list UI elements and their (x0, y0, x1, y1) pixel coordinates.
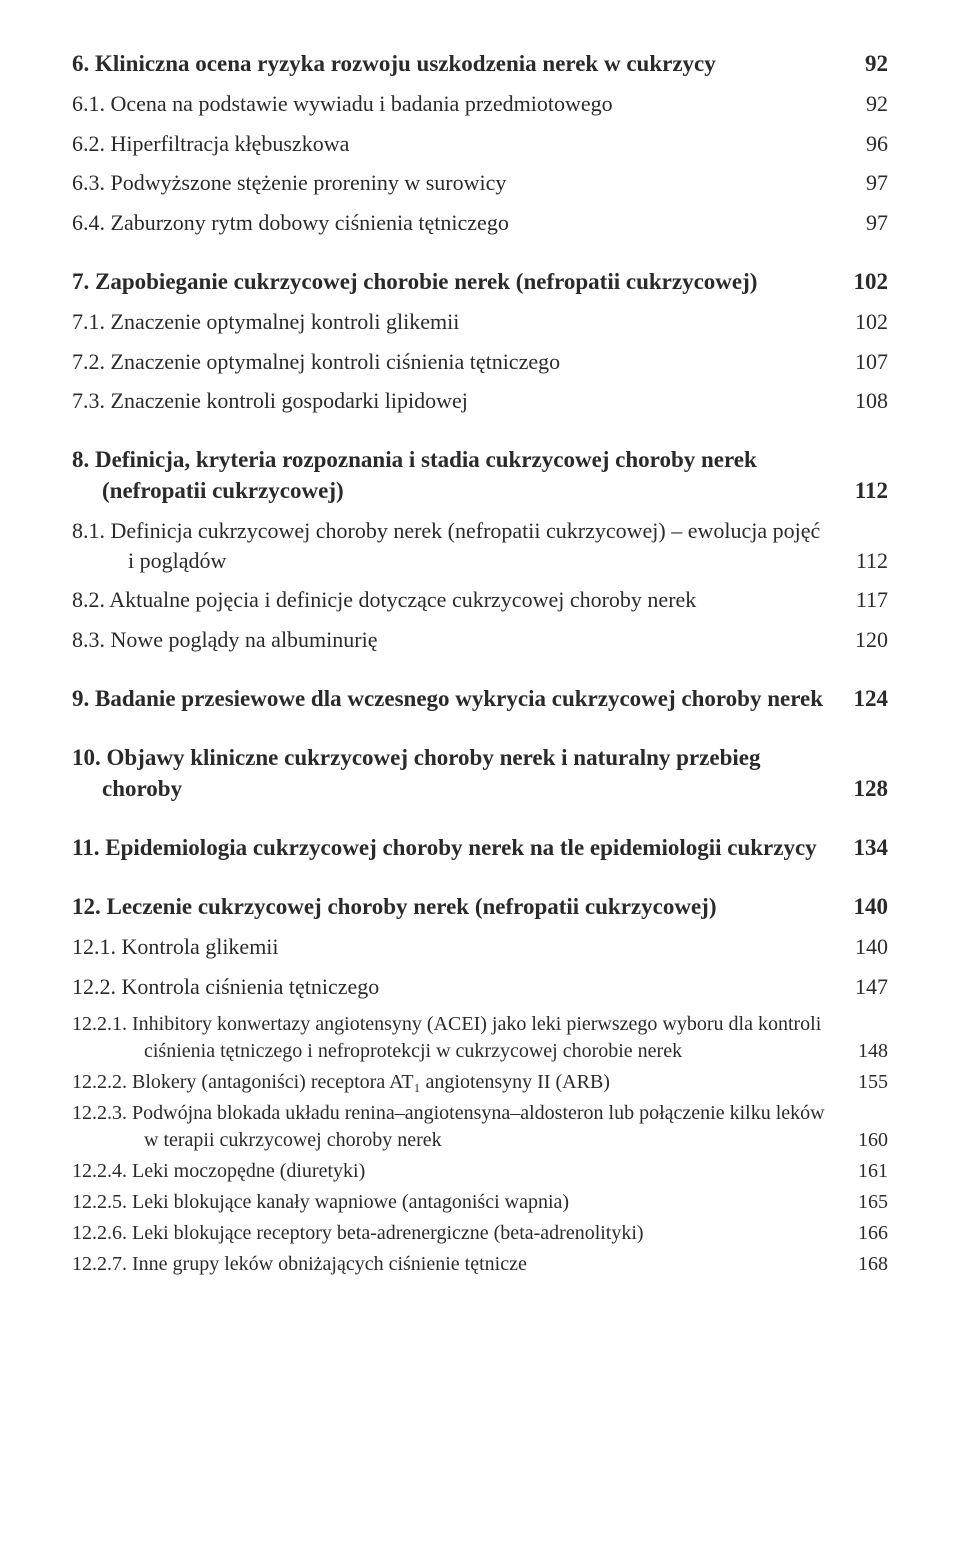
toc-entry-title: 6.1. Ocena na podstawie wywiadu i badani… (72, 89, 848, 119)
toc-entry: 6.2. Hiperfiltracja kłębuszkowa96 (72, 129, 888, 159)
toc-entry: 6.4. Zaburzony rytm dobowy ciśnienia tęt… (72, 208, 888, 238)
toc-entry-page: 97 (848, 208, 888, 238)
toc-entry: 12.2.2. Blokery (antagoniści) receptora … (72, 1069, 888, 1096)
toc-entry-title: 12.2.1. Inhibitory konwertazy angiotensy… (72, 1011, 848, 1065)
toc-entry-title: 7.1. Znaczenie optymalnej kontroli glike… (72, 307, 848, 337)
toc-entry: 8.1. Definicja cukrzycowej choroby nerek… (72, 516, 888, 575)
toc-entry-title: 9. Badanie przesiewowe dla wczesnego wyk… (72, 683, 848, 714)
toc-entry-page: 140 (848, 932, 888, 962)
toc-entry-title: 12.2.5. Leki blokujące kanały wapniowe (… (72, 1189, 848, 1216)
toc-entry: 6. Kliniczna ocena ryzyka rozwoju uszkod… (72, 48, 888, 79)
toc-entry: 6.1. Ocena na podstawie wywiadu i badani… (72, 89, 888, 119)
toc-entry-title: 7.3. Znaczenie kontroli gospodarki lipid… (72, 386, 848, 416)
toc-entry-title: 12.2.4. Leki moczopędne (diuretyki) (72, 1158, 848, 1185)
toc-entry-title: 10. Objawy kliniczne cukrzycowej choroby… (72, 742, 848, 804)
toc-entry: 12.2.7. Inne grupy leków obniżających ci… (72, 1251, 888, 1278)
toc-entry-page: 102 (848, 307, 888, 337)
toc-entry-page: 161 (848, 1158, 888, 1185)
toc-entry: 12.2.4. Leki moczopędne (diuretyki)161 (72, 1158, 888, 1185)
toc-entry-page: 96 (848, 129, 888, 159)
toc-entry-title: 12.2.6. Leki blokujące receptory beta-ad… (72, 1220, 848, 1247)
table-of-contents: 6. Kliniczna ocena ryzyka rozwoju uszkod… (72, 48, 888, 1278)
toc-entry: 12.2.6. Leki blokujące receptory beta-ad… (72, 1220, 888, 1247)
toc-entry-title: 6. Kliniczna ocena ryzyka rozwoju uszkod… (72, 48, 848, 79)
toc-entry: 6.3. Podwyższone stężenie proreniny w su… (72, 168, 888, 198)
toc-entry-title: 7.2. Znaczenie optymalnej kontroli ciśni… (72, 347, 848, 377)
toc-entry-title: 8. Definicja, kryteria rozpoznania i sta… (72, 444, 848, 506)
toc-entry: 12.2.3. Podwójna blokada układu renina–a… (72, 1100, 888, 1154)
toc-entry-page: 112 (848, 546, 888, 576)
toc-entry-page: 128 (848, 773, 888, 804)
toc-entry: 12.2. Kontrola ciśnienia tętniczego147 (72, 972, 888, 1002)
toc-entry-page: 148 (848, 1038, 888, 1065)
toc-entry: 11. Epidemiologia cukrzycowej choroby ne… (72, 832, 888, 863)
toc-entry: 12.2.1. Inhibitory konwertazy angiotensy… (72, 1011, 888, 1065)
toc-entry-page: 140 (848, 891, 888, 922)
toc-entry-page: 160 (848, 1127, 888, 1154)
toc-entry-page: 134 (848, 832, 888, 863)
toc-entry-title: 6.4. Zaburzony rytm dobowy ciśnienia tęt… (72, 208, 848, 238)
toc-entry-title: 8.1. Definicja cukrzycowej choroby nerek… (72, 516, 848, 575)
toc-entry-title: 7. Zapobieganie cukrzycowej chorobie ner… (72, 266, 848, 297)
toc-entry-title: 6.2. Hiperfiltracja kłębuszkowa (72, 129, 848, 159)
toc-entry-title: 12.2.3. Podwójna blokada układu renina–a… (72, 1100, 848, 1154)
toc-entry: 12.1. Kontrola glikemii140 (72, 932, 888, 962)
toc-entry-page: 112 (848, 475, 888, 506)
toc-entry-title: 12.1. Kontrola glikemii (72, 932, 848, 962)
toc-entry-page: 120 (848, 625, 888, 655)
toc-entry-page: 166 (848, 1220, 888, 1247)
toc-entry: 10. Objawy kliniczne cukrzycowej choroby… (72, 742, 888, 804)
toc-entry-page: 124 (848, 683, 888, 714)
toc-entry: 9. Badanie przesiewowe dla wczesnego wyk… (72, 683, 888, 714)
toc-entry-title: 11. Epidemiologia cukrzycowej choroby ne… (72, 832, 848, 863)
toc-entry: 8.2. Aktualne pojęcia i definicje dotycz… (72, 585, 888, 615)
toc-entry-page: 108 (848, 386, 888, 416)
toc-entry-page: 97 (848, 168, 888, 198)
toc-entry-title: 12.2.7. Inne grupy leków obniżających ci… (72, 1251, 848, 1278)
toc-entry-title: 8.3. Nowe poglądy na albuminurię (72, 625, 848, 655)
toc-entry-title: 12. Leczenie cukrzycowej choroby nerek (… (72, 891, 848, 922)
toc-entry-page: 168 (848, 1251, 888, 1278)
toc-entry-page: 165 (848, 1189, 888, 1216)
toc-entry-page: 147 (848, 972, 888, 1002)
toc-entry-page: 107 (848, 347, 888, 377)
toc-entry-page: 92 (848, 48, 888, 79)
toc-entry: 12. Leczenie cukrzycowej choroby nerek (… (72, 891, 888, 922)
toc-entry-page: 92 (848, 89, 888, 119)
toc-entry-title: 12.2. Kontrola ciśnienia tętniczego (72, 972, 848, 1002)
toc-entry-title: 12.2.2. Blokery (antagoniści) receptora … (72, 1069, 848, 1096)
toc-entry: 7.3. Znaczenie kontroli gospodarki lipid… (72, 386, 888, 416)
toc-entry-title: 8.2. Aktualne pojęcia i definicje dotycz… (72, 585, 848, 615)
toc-entry: 7.2. Znaczenie optymalnej kontroli ciśni… (72, 347, 888, 377)
toc-entry: 8. Definicja, kryteria rozpoznania i sta… (72, 444, 888, 506)
toc-entry-page: 102 (848, 266, 888, 297)
toc-entry: 12.2.5. Leki blokujące kanały wapniowe (… (72, 1189, 888, 1216)
toc-entry: 8.3. Nowe poglądy na albuminurię120 (72, 625, 888, 655)
toc-entry: 7. Zapobieganie cukrzycowej chorobie ner… (72, 266, 888, 297)
toc-entry-title: 6.3. Podwyższone stężenie proreniny w su… (72, 168, 848, 198)
toc-entry-page: 117 (848, 585, 888, 615)
toc-entry: 7.1. Znaczenie optymalnej kontroli glike… (72, 307, 888, 337)
toc-entry-page: 155 (848, 1069, 888, 1096)
